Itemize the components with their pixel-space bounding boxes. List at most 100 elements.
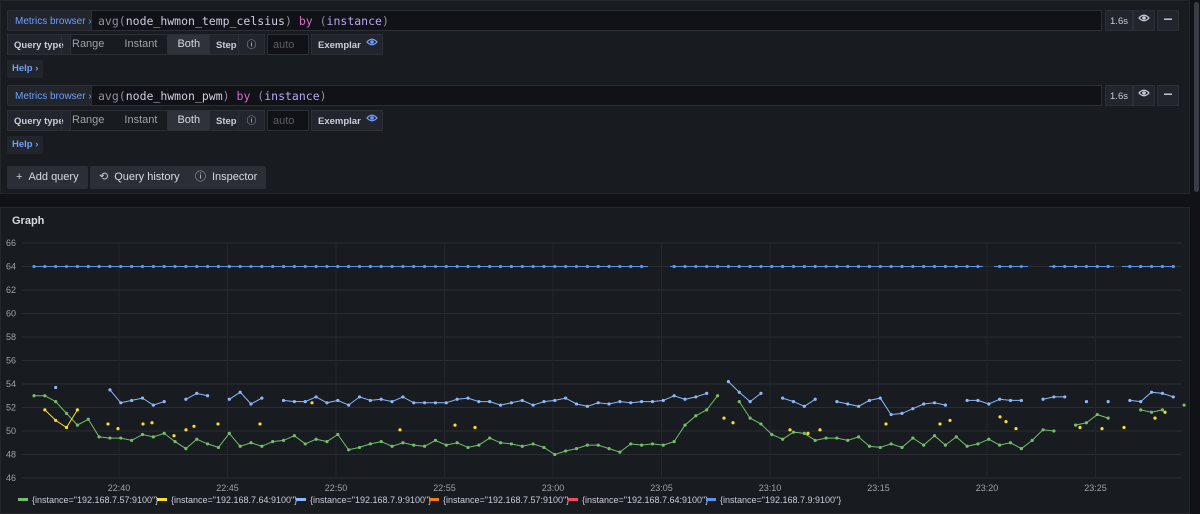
data-point bbox=[184, 428, 188, 432]
graph-title: Graph bbox=[12, 215, 45, 227]
data-point bbox=[453, 423, 457, 427]
y-tick-label: 64 bbox=[6, 262, 16, 272]
series-line bbox=[1129, 391, 1174, 403]
y-tick-label: 56 bbox=[6, 356, 16, 366]
query-history-label: Query history bbox=[114, 171, 180, 183]
series-line bbox=[109, 389, 165, 406]
radio-instant[interactable]: Instant bbox=[124, 38, 158, 50]
scrollbar[interactable] bbox=[1193, 0, 1200, 514]
legend-label: {instance="192.168.7.9:9100"} bbox=[720, 495, 841, 505]
series-line bbox=[836, 397, 946, 416]
inspector-label: Inspector bbox=[212, 171, 258, 183]
series-line bbox=[1075, 414, 1109, 426]
data-point bbox=[398, 428, 402, 432]
series-line bbox=[44, 409, 78, 429]
query-type-radio[interactable]: Range Instant Both bbox=[61, 110, 212, 131]
x-tick-label: 22:45 bbox=[216, 483, 239, 493]
step-input[interactable]: auto bbox=[267, 110, 309, 131]
step-input[interactable]: auto bbox=[267, 34, 309, 55]
scrollbar-thumb[interactable] bbox=[1194, 2, 1199, 192]
step-label: Step bbox=[209, 34, 243, 55]
data-point bbox=[998, 415, 1002, 419]
radio-instant[interactable]: Instant bbox=[124, 114, 158, 126]
y-tick-label: 62 bbox=[6, 285, 16, 295]
data-point bbox=[216, 422, 220, 426]
legend-swatch bbox=[429, 498, 439, 501]
data-point bbox=[106, 422, 110, 426]
data-point bbox=[722, 416, 726, 420]
inspector-button[interactable]: ⓘ Inspector bbox=[186, 166, 267, 189]
x-tick-label: 23:00 bbox=[542, 483, 565, 493]
metrics-browser-button[interactable]: Metrics browser › bbox=[7, 85, 100, 106]
query-by: by bbox=[236, 89, 251, 103]
data-point bbox=[1074, 423, 1078, 427]
query-input[interactable]: avg(node_hwmon_pwm) by (instance) bbox=[91, 85, 1102, 106]
info-icon: ⓘ bbox=[238, 110, 265, 131]
query-history-button[interactable]: ⟲ Query history bbox=[90, 166, 189, 189]
data-point bbox=[943, 403, 948, 407]
eye-icon[interactable] bbox=[1133, 10, 1155, 31]
data-point bbox=[54, 385, 58, 390]
series-line bbox=[283, 392, 707, 407]
query-type-radio[interactable]: Range Instant Both bbox=[61, 34, 212, 55]
query-by: by bbox=[298, 14, 313, 28]
data-point bbox=[141, 422, 145, 426]
query-timing: 1.6s bbox=[1105, 10, 1133, 31]
query-label: instance bbox=[264, 89, 320, 103]
data-point bbox=[948, 418, 952, 423]
metrics-browser-button[interactable]: Metrics browser › bbox=[7, 10, 100, 31]
data-point bbox=[1078, 425, 1082, 430]
data-point bbox=[1004, 420, 1008, 424]
data-point bbox=[150, 421, 154, 425]
data-point bbox=[1160, 408, 1164, 412]
legend-swatch bbox=[157, 498, 167, 501]
y-tick-label: 52 bbox=[6, 403, 16, 413]
query-input[interactable]: avg(node_hwmon_temp_celsius) by (instanc… bbox=[91, 10, 1102, 31]
y-tick-label: 48 bbox=[6, 450, 16, 460]
data-point bbox=[788, 428, 792, 432]
query-type-label: Query type bbox=[7, 34, 71, 55]
legend-label: {instance="192.168.7.57:9100"} bbox=[32, 495, 158, 505]
series-line bbox=[1042, 396, 1065, 400]
exemplars-eye-icon[interactable] bbox=[361, 34, 383, 55]
help-button[interactable]: Help › bbox=[7, 60, 44, 78]
add-query-button[interactable]: + Add query bbox=[7, 166, 88, 189]
legend-label: {instance="192.168.7.64:9100"} bbox=[171, 495, 297, 505]
radio-range[interactable]: Range bbox=[72, 38, 105, 50]
graph-chart[interactable]: 46 48 50 52 54 56 58 60 62 64 66 22:40 22:45 22:50 22:… bbox=[0, 224, 1190, 514]
legend-swatch bbox=[18, 498, 28, 501]
data-point bbox=[1106, 400, 1110, 404]
x-tick-label: 23:10 bbox=[759, 483, 782, 493]
data-point bbox=[310, 401, 314, 405]
query-func: avg bbox=[98, 14, 119, 28]
eye-icon[interactable] bbox=[1133, 85, 1155, 106]
x-tick-label: 22:40 bbox=[108, 483, 131, 493]
series-line bbox=[728, 381, 762, 403]
radio-both[interactable]: Both bbox=[167, 111, 211, 130]
data-point bbox=[938, 422, 942, 426]
data-point bbox=[1163, 410, 1167, 414]
exemplars-eye-icon[interactable] bbox=[361, 110, 383, 131]
x-tick-label: 23:20 bbox=[976, 483, 999, 493]
legend-label: {instance="192.168.7.64:9100"} bbox=[582, 495, 708, 505]
x-tick-label: 22:50 bbox=[325, 483, 348, 493]
x-tick-label: 23:25 bbox=[1084, 483, 1107, 493]
exemplars-label: Exemplars bbox=[311, 34, 374, 55]
series-line bbox=[738, 401, 1054, 450]
plus-icon: + bbox=[16, 171, 23, 183]
remove-query-icon[interactable] bbox=[1157, 85, 1179, 106]
x-tick-label: 22:55 bbox=[433, 483, 456, 493]
data-point bbox=[731, 421, 735, 425]
series-line bbox=[1140, 409, 1163, 413]
remove-query-icon[interactable] bbox=[1157, 10, 1179, 31]
y-tick-label: 66 bbox=[6, 238, 16, 248]
radio-both[interactable]: Both bbox=[167, 35, 211, 54]
data-point bbox=[258, 422, 262, 426]
help-button[interactable]: Help › bbox=[7, 136, 44, 154]
x-tick-label: 23:05 bbox=[650, 483, 673, 493]
radio-range[interactable]: Range bbox=[72, 114, 105, 126]
step-label: Step bbox=[209, 110, 243, 131]
data-point bbox=[1100, 427, 1104, 431]
data-point bbox=[884, 422, 888, 426]
query-metric: node_hwmon_pwm bbox=[125, 89, 223, 103]
